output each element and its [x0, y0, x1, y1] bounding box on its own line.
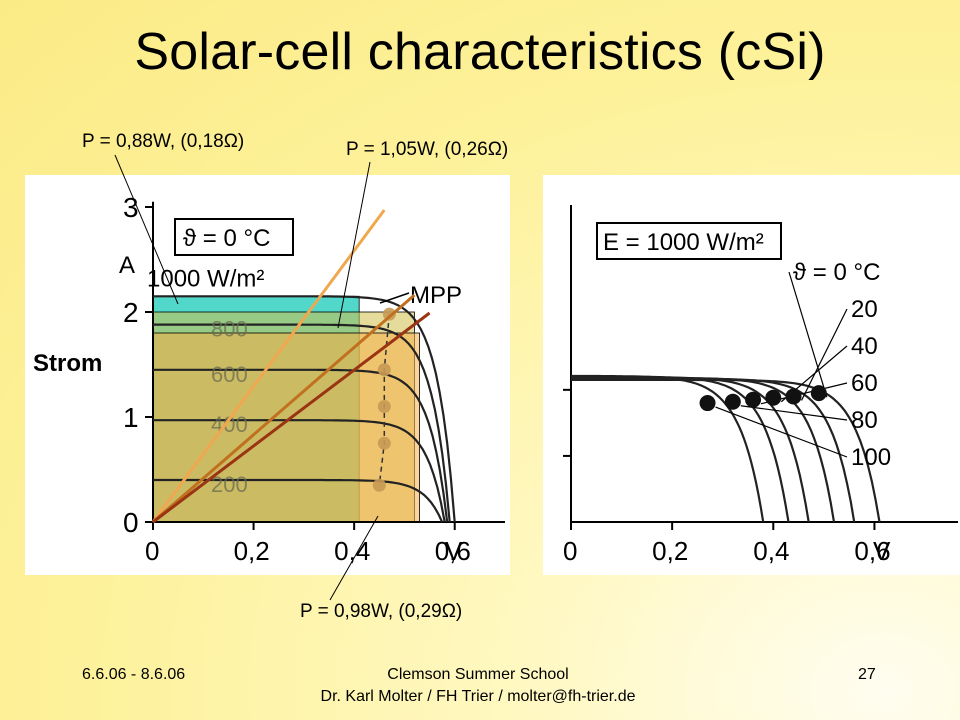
mpp-point	[377, 363, 391, 377]
series-label: 800	[211, 317, 248, 342]
y-tick-label: 1	[123, 402, 139, 433]
condition-label: E = 1000 W/m²	[603, 229, 764, 256]
mpp-pointer	[379, 292, 410, 304]
iv-curve	[153, 419, 446, 523]
series-label: 40	[851, 333, 878, 360]
x-tick-label: 0,2	[652, 536, 688, 566]
x-tick-label: 0,6	[435, 536, 471, 566]
load-line	[152, 311, 431, 524]
x-unit-label: V	[873, 536, 891, 566]
mpp-label: MPP	[410, 282, 462, 309]
series-label: 1000 W/m²	[147, 265, 264, 292]
mpp-point	[382, 307, 396, 321]
annotation-power-098: P = 0,98W, (0,29Ω)	[300, 601, 463, 622]
x-tick-label: 0,2	[234, 536, 270, 566]
annotation-power-105: P = 1,05W, (0,26Ω)	[346, 139, 509, 160]
mpp-point	[377, 436, 391, 450]
series-leader	[740, 405, 848, 421]
footer-course: Clemson Summer School	[387, 666, 569, 683]
chart-panel-irradiance: 0 1 2 3 A Strom 0 0,2 0,4 0,6 V 1000 W/m² 800 600 400 2…	[25, 175, 510, 575]
series-label: 20	[851, 296, 878, 323]
series-label: 400	[211, 412, 248, 437]
mpp-point	[372, 478, 386, 492]
annotation-power-088: P = 0,88W, (0,18Ω)	[82, 131, 245, 152]
iv-chart-temperature: 0 0,2 0,4 0,6Vϑ = 0 °C 20 40 60 80 100 E = 1000 W…	[563, 205, 958, 566]
y-tick-label: 2	[123, 297, 139, 328]
mpp-point	[785, 388, 802, 405]
power-rectangle	[152, 332, 420, 523]
mpp-point	[724, 393, 741, 410]
footer-date: 6.6.06 - 8.6.06	[82, 666, 186, 683]
load-line	[152, 293, 416, 524]
mpp-point	[745, 391, 762, 408]
series-leader	[715, 406, 848, 458]
x-tick-label: 0,6	[854, 536, 890, 566]
mpp-point	[810, 385, 827, 402]
series-label: ϑ = 0 °C	[793, 259, 880, 286]
x-tick-label: 0	[563, 536, 577, 566]
mpp-point	[699, 395, 716, 412]
condition-box	[174, 218, 294, 256]
y-axis-title: Strom	[33, 350, 102, 377]
iv-curve	[571, 374, 765, 523]
iv-curve	[153, 295, 456, 523]
series-label: 200	[211, 472, 248, 497]
footer-page-number: 27	[858, 666, 876, 683]
series-label: 60	[851, 370, 878, 397]
x-tick-label: 0,4	[753, 536, 789, 566]
condition-box	[596, 222, 782, 260]
x-tick-label: 0,4	[334, 536, 370, 566]
iv-chart-irradiance: 0 1 2 3 A Strom 0 0,2 0,4 0,6V 1000 W/m² 800 600 400 2…	[33, 192, 505, 566]
series-label: 600	[211, 362, 248, 387]
mpp-point	[765, 389, 782, 406]
x-unit-label: V	[445, 536, 463, 566]
y-tick-label: 3	[123, 192, 139, 223]
condition-label: ϑ = 0 °C	[183, 225, 270, 252]
series-leader	[788, 271, 828, 398]
series-label: 80	[851, 407, 878, 434]
series-label: 100	[851, 444, 891, 471]
mpp-point	[377, 400, 391, 413]
y-unit-label: A	[119, 252, 135, 279]
slide-title: Solar-cell characteristics (cSi)	[134, 23, 826, 81]
iv-curve	[153, 368, 449, 523]
footer-author: Dr. Karl Molter / FH Trier / molter@fh-t…	[320, 688, 636, 705]
series-leader	[800, 308, 848, 401]
x-tick-label: 0	[145, 536, 159, 566]
y-tick-label: 0	[123, 507, 139, 538]
